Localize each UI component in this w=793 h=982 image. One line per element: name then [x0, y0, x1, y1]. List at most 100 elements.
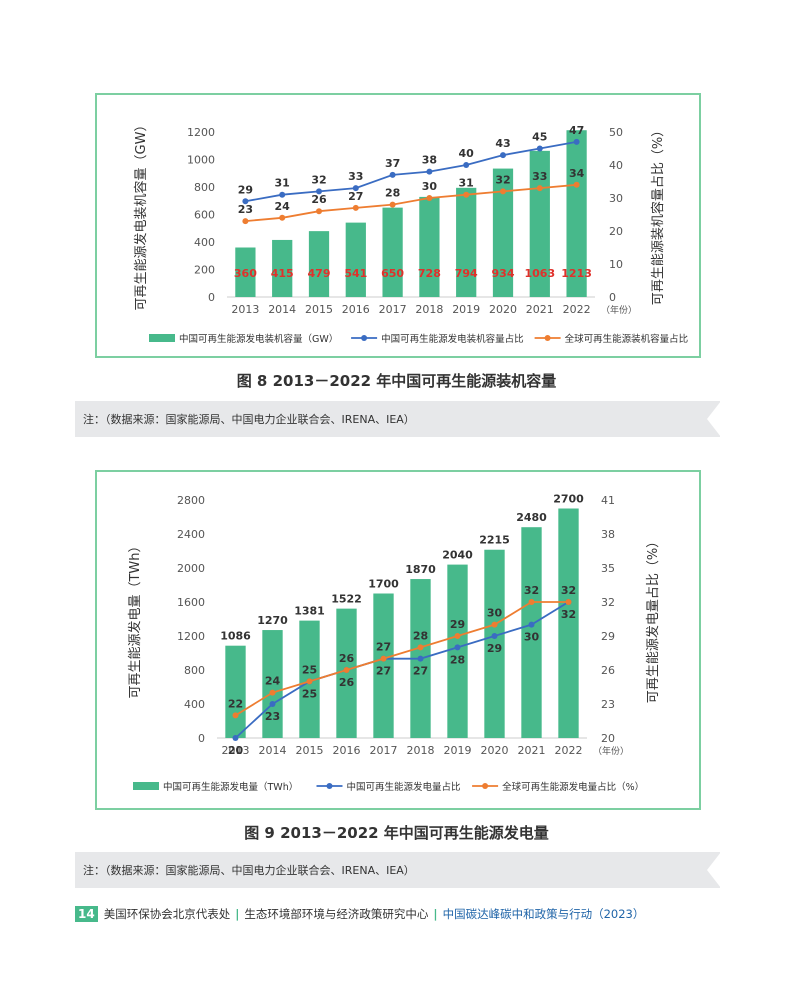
y-right-tick-label: 23 [601, 698, 615, 711]
bar-data-label: 1063 [524, 267, 555, 280]
y-left-tick-label: 800 [184, 664, 205, 677]
y-right-tick-label: 41 [601, 494, 615, 507]
legend-entry-label: 中国可再生能源发电量（TWh） [163, 781, 298, 793]
x-tick-label: 2015 [305, 303, 333, 316]
y-left-axis-title: 可再生能源发电装机容量（GW） [133, 119, 149, 311]
x-tick-label: 2016 [333, 744, 361, 757]
line-point [454, 633, 461, 639]
line-data-label: 26 [311, 193, 327, 206]
line-data-label: 30 [487, 607, 503, 620]
bar [382, 207, 403, 297]
bar-data-label: 479 [308, 267, 331, 280]
line-point [426, 168, 433, 175]
line-point [389, 201, 396, 208]
x-tick-label: 2021 [526, 303, 554, 316]
line-data-label: 23 [265, 710, 280, 723]
legend-entry-label: 中国可再生能源发电装机容量（GW） [179, 333, 338, 345]
x-tick-label: 2017 [370, 744, 398, 757]
y-left-tick-label: 0 [198, 732, 205, 745]
line-point [380, 655, 387, 662]
y-left-tick-label: 1600 [177, 596, 205, 609]
line-data-label: 30 [422, 180, 438, 193]
y-left-tick-label: 400 [184, 698, 205, 711]
line-point [528, 621, 535, 628]
line-data-label: 27 [376, 665, 391, 678]
line-data-label: 27 [413, 665, 428, 678]
y-left-tick-label: 2400 [177, 528, 205, 541]
bar-data-label: 1522 [331, 593, 362, 606]
bar [225, 645, 246, 738]
legend-entry-label: 中国可再生能源发电装机容量占比 [381, 333, 524, 345]
y-right-tick-label: 35 [601, 562, 615, 575]
bar [345, 222, 366, 297]
bar-data-label: 2700 [553, 493, 584, 506]
y-left-tick-label: 800 [194, 181, 215, 194]
x-tick-label: 2019 [444, 744, 472, 757]
y-left-axis-title: 可再生能源发电量（TWh） [127, 539, 143, 698]
y-right-tick-label: 0 [609, 291, 616, 304]
line-data-label: 34 [569, 167, 585, 180]
y-left-tick-label: 2000 [177, 562, 205, 575]
y-right-tick-label: 29 [601, 630, 615, 643]
line-point [352, 204, 359, 211]
y-right-tick-label: 40 [609, 159, 623, 172]
bar [456, 187, 477, 297]
x-tick-label: 2016 [342, 303, 370, 316]
x-tick-label: 2014 [259, 744, 287, 757]
legend-swatch-point [482, 783, 489, 789]
legend-swatch-point [326, 783, 333, 789]
y-right-tick-label: 20 [609, 225, 623, 238]
line-data-label: 29 [238, 183, 253, 196]
line-point [426, 195, 433, 201]
line-data-label: 28 [385, 187, 400, 200]
line-data-label: 24 [275, 200, 291, 213]
line-data-label: 32 [561, 608, 576, 621]
chart-frame-fig9: 0 400 800 1200 1600 2000 2400 2800 20 23 26 29 32 35 3… [95, 470, 701, 810]
line-point [417, 644, 424, 651]
line-point [573, 181, 580, 188]
y-right-axis-title: 可再生能源装机容量占比（%） [650, 124, 666, 305]
y-left-tick-label: 200 [194, 264, 215, 277]
line-data-label: 26 [339, 676, 355, 689]
bar-data-label: 2215 [479, 534, 510, 547]
bar [521, 527, 542, 738]
page-footer: 14 美国环保协会北京代表处 | 生态环境部环境与经济政策研究中心 | 中国碳达… [75, 904, 644, 924]
y-left-tick-label: 1200 [177, 630, 205, 643]
line-data-label: 25 [302, 687, 317, 700]
line-data-label: 32 [495, 173, 510, 186]
series-line [245, 141, 577, 203]
line-point [454, 644, 461, 651]
y-left-tick-label: 600 [194, 209, 215, 222]
line-data-label: 47 [569, 124, 584, 137]
x-tick-label: 2022 [563, 303, 591, 316]
line-data-label: 28 [413, 629, 428, 642]
y-left-tick-label: 1000 [187, 154, 215, 167]
line-point [573, 138, 580, 145]
line-point [279, 214, 286, 221]
line-data-label: 32 [561, 584, 576, 597]
line-data-label: 25 [302, 663, 317, 676]
line-data-label: 31 [275, 177, 290, 190]
bar-data-label: 2480 [516, 511, 547, 524]
bar [262, 630, 283, 738]
line-data-label: 43 [495, 137, 510, 150]
bar [235, 247, 256, 297]
line-data-label: 28 [450, 653, 465, 666]
bar-data-label: 794 [455, 267, 478, 280]
footer-separator: | [433, 907, 438, 921]
x-tick-label: 2013 [231, 303, 259, 316]
line-point [316, 208, 322, 215]
x-tick-label: 2013 [222, 744, 250, 757]
bar-data-label: 2040 [442, 549, 473, 562]
legend-swatch-bar [133, 782, 159, 790]
line-point [536, 185, 543, 192]
x-axis-unit: （年份） [593, 745, 629, 757]
source-note-text: 注：（数据来源：国家能源局、中国电力企业联合会、IRENA、IEA） [83, 864, 415, 877]
bar-data-label: 415 [271, 267, 294, 280]
x-tick-label: 2019 [452, 303, 480, 316]
line-point [316, 188, 322, 195]
x-tick-label: 2017 [379, 303, 407, 316]
line-data-label: 24 [265, 675, 281, 688]
y-right-tick-label: 38 [601, 528, 615, 541]
line-point [491, 633, 498, 639]
